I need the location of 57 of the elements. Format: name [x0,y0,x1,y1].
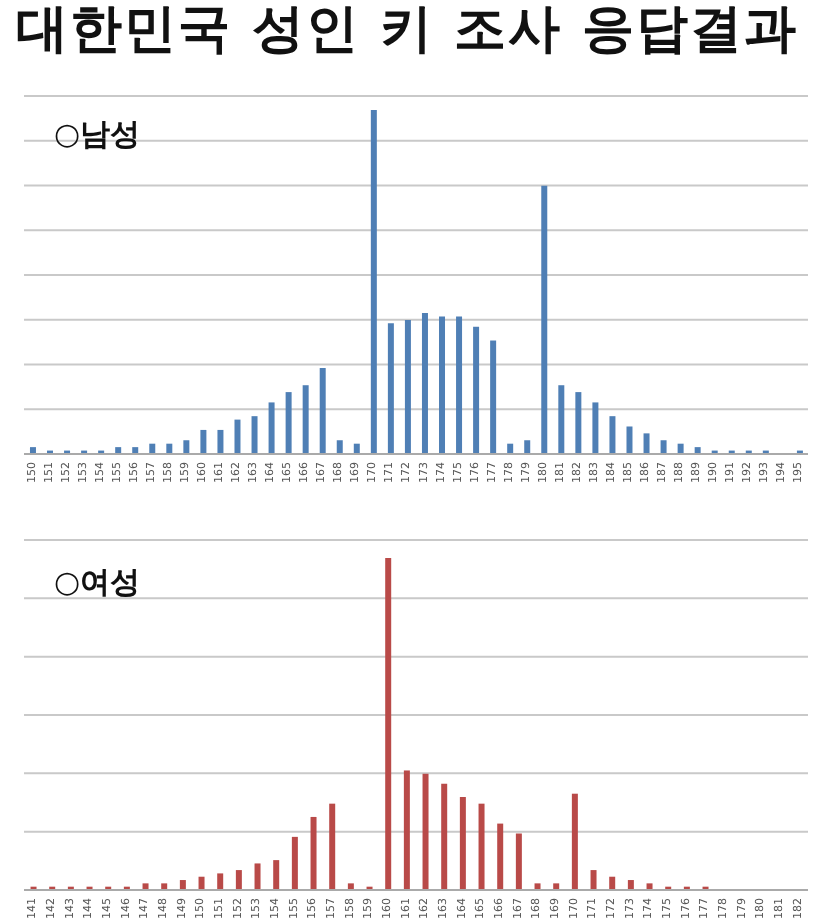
bar [387,323,394,454]
bar [660,440,667,454]
bar [198,876,205,890]
bar [627,880,634,890]
bar [490,340,497,454]
bar [558,385,565,454]
bar [235,870,242,890]
bar [291,836,298,890]
bar [609,416,616,454]
bar [200,429,207,454]
bar [336,440,343,454]
bar [473,326,480,454]
bar [439,316,446,454]
bar [515,833,522,890]
bar [590,870,597,890]
bar [541,185,548,454]
bar [217,429,224,454]
bar [403,770,410,890]
bar [478,803,485,890]
bar [329,803,336,890]
bar [575,392,582,454]
bar [422,773,429,890]
bar [370,110,377,454]
bar [421,313,428,454]
bar [592,402,599,454]
chart-title: 대한민국 성인 키 조사 응답결과 [16,0,799,62]
bar [183,440,190,454]
bar [319,368,326,454]
bar [646,883,653,890]
chart-title: ○여성 [54,564,141,601]
bar [273,860,280,890]
bar [385,557,392,890]
bar [626,426,633,454]
bar [347,883,354,890]
bar [497,823,504,890]
bar [254,863,261,890]
bar [571,793,578,890]
bar [524,440,531,454]
bar [234,419,241,454]
bar [251,416,258,454]
chart-subtitle: ○남성 [54,116,141,153]
bar [302,385,309,454]
bar [161,883,168,890]
bar [268,402,275,454]
bar [179,880,186,890]
bar [459,797,466,890]
bar [404,319,411,454]
bar [441,783,448,890]
bar [310,816,317,890]
bar [456,316,463,454]
bar [609,876,616,890]
bar [217,873,224,890]
bar [142,883,149,890]
bar [643,433,650,454]
bar [534,883,541,890]
bar [285,392,292,454]
bar [553,883,560,890]
